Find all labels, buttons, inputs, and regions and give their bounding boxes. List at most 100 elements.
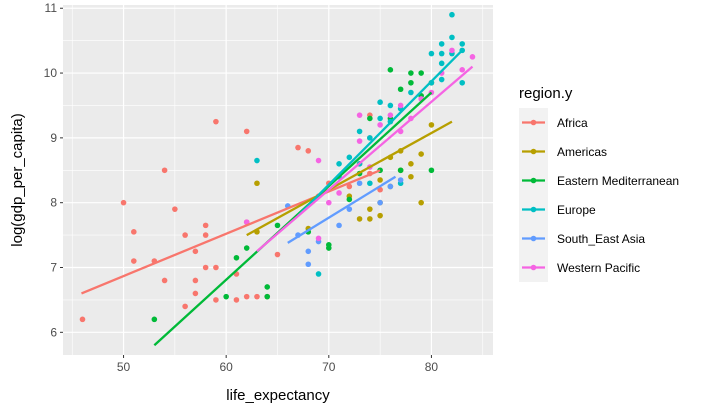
point-eastern-mediterranean <box>151 316 158 323</box>
y-tick-label: 9 <box>50 131 57 145</box>
point-eastern-mediterranean <box>408 70 414 76</box>
point-europe <box>336 160 342 167</box>
x-axis-title: life_expectancy <box>226 387 330 404</box>
legend-label-europe: Europe <box>557 203 596 217</box>
legend-key-point-eastern-mediterranean <box>530 177 537 184</box>
point-americas <box>408 160 414 167</box>
point-south-east-asia <box>377 199 383 206</box>
point-eastern-mediterranean <box>346 196 353 203</box>
fit-lines <box>81 49 474 347</box>
point-eastern-mediterranean <box>367 115 373 122</box>
y-tick-label: 10 <box>44 66 58 80</box>
fit-line-americas <box>246 120 453 237</box>
legend-key-point-western-pacific <box>530 264 537 271</box>
point-europe <box>428 50 435 57</box>
point-europe <box>254 157 260 164</box>
point-western-pacific <box>325 199 332 206</box>
point-africa <box>243 128 250 135</box>
point-eastern-mediterranean <box>274 222 281 229</box>
point-africa <box>213 297 219 303</box>
point-africa <box>182 232 188 238</box>
legend-label-africa: Africa <box>557 116 588 130</box>
point-south-east-asia <box>346 206 353 212</box>
point-africa <box>131 258 137 264</box>
plot-panel <box>63 5 493 355</box>
point-western-pacific <box>336 190 342 196</box>
point-europe <box>387 102 394 109</box>
legend-key-point-europe <box>530 206 537 213</box>
legend-key-point-americas <box>530 148 537 155</box>
legend-title: region.y <box>519 85 573 102</box>
x-tick-label: 80 <box>425 360 439 374</box>
legend-label-eastern-mediterranean: Eastern Mediterranean <box>557 174 679 188</box>
point-western-pacific <box>397 102 404 109</box>
point-africa <box>131 229 137 235</box>
point-western-pacific <box>315 235 322 242</box>
point-africa <box>274 251 281 258</box>
point-africa <box>120 199 127 206</box>
point-europe <box>438 41 445 47</box>
point-eastern-mediterranean <box>264 293 271 300</box>
y-axis: 6 7 8 9 10 11 <box>44 1 63 339</box>
point-americas <box>377 212 383 219</box>
point-africa <box>295 144 301 151</box>
point-africa <box>192 248 199 255</box>
point-africa <box>79 316 86 323</box>
point-eastern-mediterranean <box>223 293 229 300</box>
legend-key-point-africa <box>530 119 537 126</box>
point-western-pacific <box>459 67 466 73</box>
point-eastern-mediterranean <box>325 245 332 251</box>
point-europe <box>408 89 414 96</box>
point-south-east-asia <box>305 248 312 255</box>
point-africa <box>346 183 353 190</box>
x-tick-label: 60 <box>219 360 233 374</box>
point-africa <box>213 118 219 125</box>
fit-line-eastern-mediterranean <box>153 91 433 347</box>
point-europe <box>459 79 466 86</box>
point-eastern-mediterranean <box>264 284 271 290</box>
legend-label-western-pacific: Western Pacific <box>557 261 640 275</box>
point-americas <box>367 206 373 212</box>
y-tick-label: 6 <box>50 325 57 339</box>
point-americas <box>418 199 424 206</box>
point-africa <box>202 264 209 271</box>
point-americas <box>418 151 424 157</box>
point-europe <box>438 50 445 57</box>
x-tick-label: 50 <box>117 360 131 374</box>
y-tick-label: 7 <box>50 261 57 275</box>
x-axis: 50 60 70 80 <box>117 355 439 374</box>
point-eastern-mediterranean <box>428 167 435 174</box>
point-western-pacific <box>377 122 383 128</box>
y-axis-title: log(gdp_per_capita) <box>9 113 26 246</box>
point-africa <box>202 232 209 238</box>
point-africa <box>161 277 168 284</box>
point-south-east-asia <box>387 183 394 190</box>
point-europe <box>449 34 455 41</box>
point-africa <box>172 206 178 212</box>
y-tick-label: 11 <box>45 1 58 15</box>
point-eastern-mediterranean <box>408 79 414 86</box>
grid-minor <box>63 5 493 355</box>
point-eastern-mediterranean <box>233 254 240 261</box>
point-africa <box>182 303 188 310</box>
point-americas <box>356 216 363 222</box>
point-europe <box>438 76 445 83</box>
point-europe <box>367 180 373 187</box>
point-africa <box>202 222 209 229</box>
point-europe <box>377 99 383 106</box>
legend-key-point-south-east-asia <box>530 235 537 242</box>
point-americas <box>367 216 373 222</box>
point-africa <box>254 293 260 300</box>
point-western-pacific <box>356 138 363 144</box>
point-south-east-asia <box>336 222 342 229</box>
point-western-pacific <box>356 112 363 118</box>
point-south-east-asia <box>397 177 404 183</box>
point-europe <box>438 60 445 67</box>
point-americas <box>377 177 383 183</box>
point-eastern-mediterranean <box>397 86 404 93</box>
legend-label-south-east-asia: South_East Asia <box>557 232 645 246</box>
point-americas <box>254 180 260 187</box>
legend: region.y Africa Americas Eastern Mediterra… <box>519 85 679 282</box>
x-tick-label: 70 <box>322 360 336 374</box>
